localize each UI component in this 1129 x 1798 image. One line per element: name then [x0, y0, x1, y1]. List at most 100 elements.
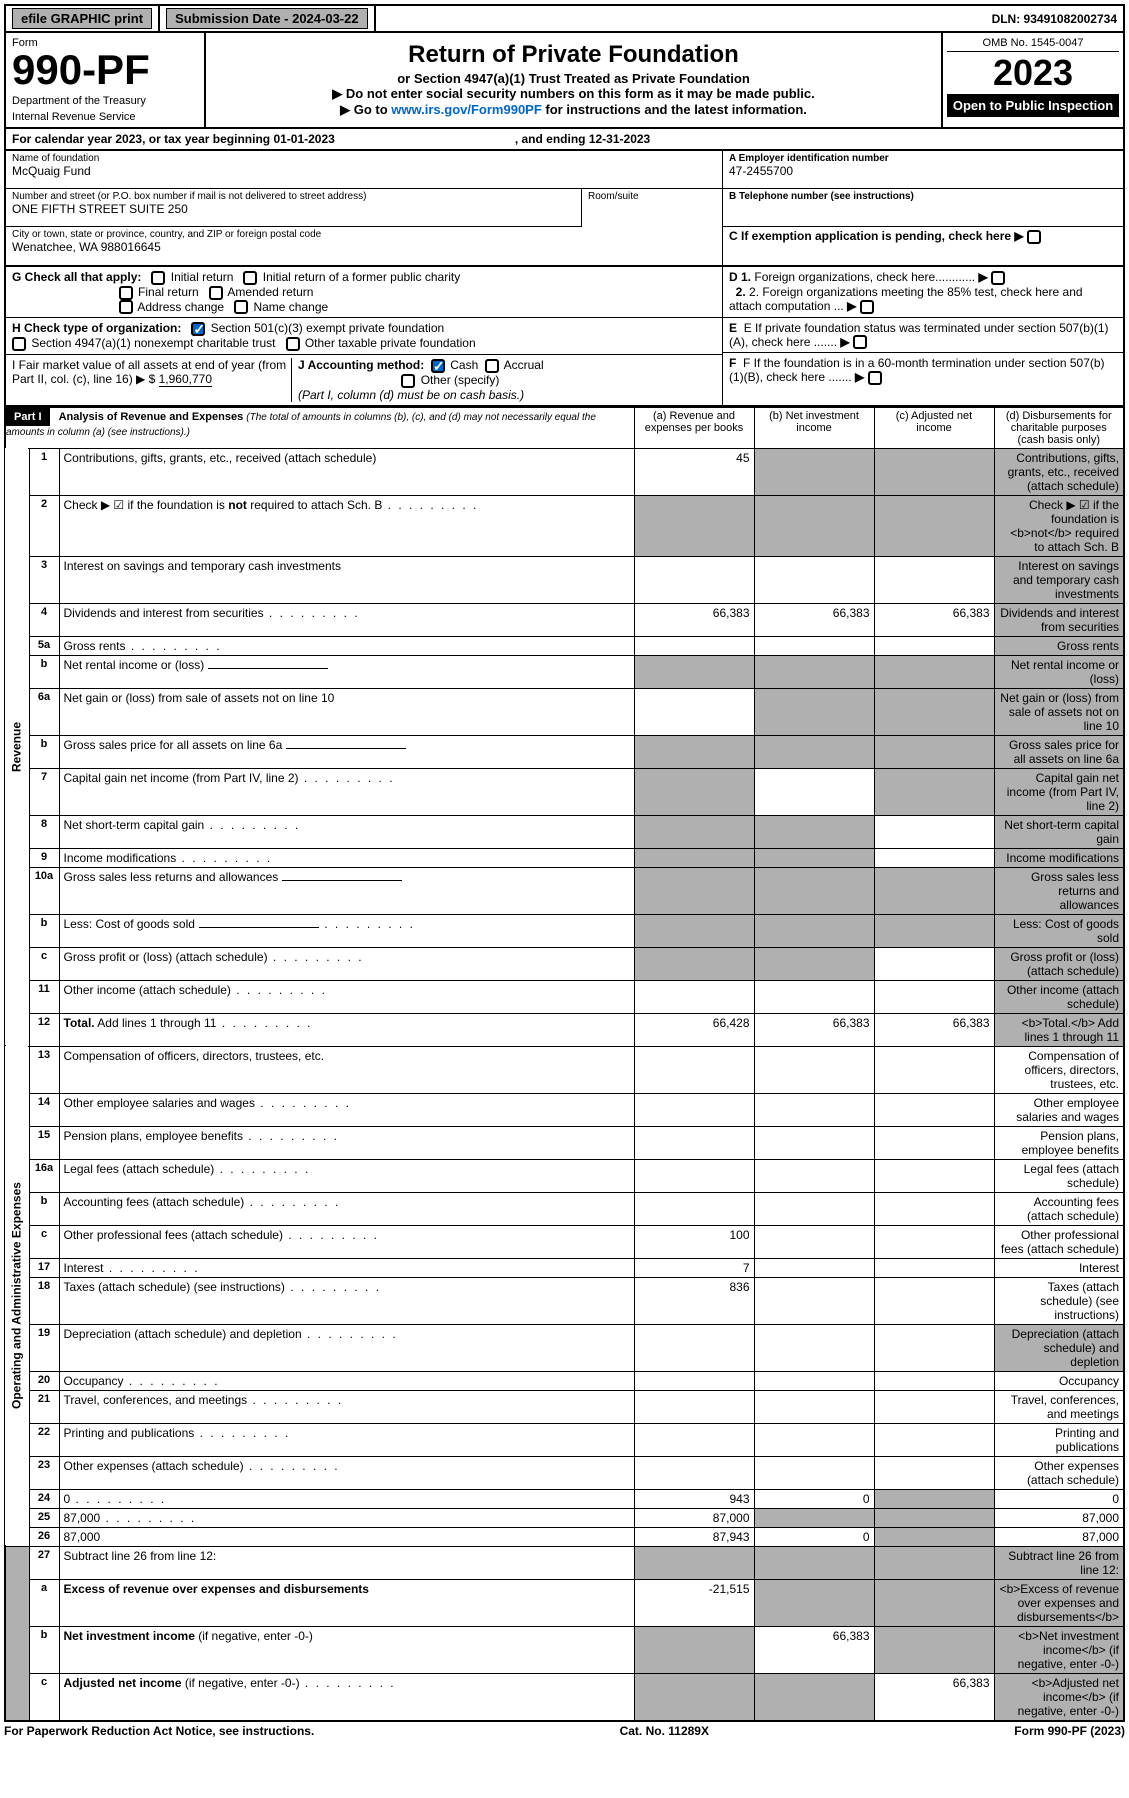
amount-cell [634, 914, 754, 947]
cash-checkbox[interactable] [431, 359, 445, 373]
amount-cell: Contributions, gifts, grants, etc., rece… [994, 448, 1124, 495]
foreign-org-checkbox[interactable] [991, 271, 1005, 285]
amount-cell [874, 768, 994, 815]
amount-cell [634, 735, 754, 768]
line-description: 87,000 [59, 1508, 634, 1527]
catalog-number: Cat. No. 11289X [620, 1724, 709, 1738]
accounting-method-cell: J Accounting method: Cash Accrual Other … [292, 358, 716, 402]
line-number: 3 [29, 556, 59, 603]
amount-cell [874, 815, 994, 848]
amount-cell [754, 1546, 874, 1579]
4947a1-checkbox[interactable] [12, 337, 26, 351]
amount-cell [634, 768, 754, 815]
amount-cell: 66,383 [754, 1626, 874, 1673]
amount-cell [754, 636, 874, 655]
status-terminated-checkbox[interactable] [853, 335, 867, 349]
amount-cell [754, 655, 874, 688]
amount-cell [634, 1546, 754, 1579]
part1-table: Part I Analysis of Revenue and Expenses … [4, 407, 1125, 1722]
other-taxable-checkbox[interactable] [286, 337, 300, 351]
table-row: cOther professional fees (attach schedul… [5, 1225, 1124, 1258]
amount-cell [874, 636, 994, 655]
amount-cell [874, 1225, 994, 1258]
line-number: 8 [29, 815, 59, 848]
address-change-checkbox[interactable] [119, 300, 133, 314]
line-number: 24 [29, 1489, 59, 1508]
name-label: Name of foundation [12, 153, 716, 164]
final-return-checkbox[interactable] [119, 286, 133, 300]
amount-cell: 836 [634, 1277, 754, 1324]
table-row: cAdjusted net income (if negative, enter… [5, 1673, 1124, 1721]
amount-cell: 66,383 [754, 1013, 874, 1046]
accrual-checkbox[interactable] [485, 359, 499, 373]
amount-cell: 0 [994, 1489, 1124, 1508]
table-row: aExcess of revenue over expenses and dis… [5, 1579, 1124, 1626]
line-description: 87,000 [59, 1527, 634, 1546]
line-number: b [29, 914, 59, 947]
other-method-checkbox[interactable] [401, 374, 415, 388]
amount-cell: 87,000 [994, 1527, 1124, 1546]
exemption-pending-checkbox[interactable] [1027, 230, 1041, 244]
line-number: 6a [29, 688, 59, 735]
amount-cell: <b>Net investment income</b> (if negativ… [994, 1626, 1124, 1673]
amount-cell: Compensation of officers, directors, tru… [994, 1046, 1124, 1093]
501c3-checkbox[interactable] [191, 322, 205, 336]
amount-cell: Other income (attach schedule) [994, 980, 1124, 1013]
line-number: 7 [29, 768, 59, 815]
initial-return-former-checkbox[interactable] [243, 271, 257, 285]
table-row: 5aGross rentsGross rents [5, 636, 1124, 655]
table-row: Revenue1Contributions, gifts, grants, et… [5, 448, 1124, 495]
amount-cell: 66,383 [754, 603, 874, 636]
table-row: bNet investment income (if negative, ent… [5, 1626, 1124, 1673]
line-number: 12 [29, 1013, 59, 1046]
amended-return-checkbox[interactable] [209, 286, 223, 300]
amount-cell: 87,943 [634, 1527, 754, 1546]
table-row: 16aLegal fees (attach schedule)Legal fee… [5, 1159, 1124, 1192]
table-row: 23Other expenses (attach schedule)Other … [5, 1456, 1124, 1489]
amount-cell [874, 655, 994, 688]
amount-cell [874, 1324, 994, 1371]
amount-cell [634, 655, 754, 688]
amount-cell [634, 947, 754, 980]
street-address: ONE FIFTH STREET SUITE 250 [12, 202, 575, 216]
col-c-header: (c) Adjusted net income [874, 407, 994, 448]
line-number: 9 [29, 848, 59, 867]
amount-cell [634, 980, 754, 1013]
line-description: Check ▶ ☑ if the foundation is not requi… [59, 495, 634, 556]
foreign-85-checkbox[interactable] [860, 300, 874, 314]
amount-cell [634, 1324, 754, 1371]
amount-cell [874, 914, 994, 947]
amount-cell: Net rental income or (loss) [994, 655, 1124, 688]
line-description: Gross sales less returns and allowances [59, 867, 634, 914]
table-row: 12Total. Add lines 1 through 1166,42866,… [5, 1013, 1124, 1046]
amount-cell [874, 1192, 994, 1225]
amount-cell: Other expenses (attach schedule) [994, 1456, 1124, 1489]
table-row: 7Capital gain net income (from Part IV, … [5, 768, 1124, 815]
table-row: bAccounting fees (attach schedule)Accoun… [5, 1192, 1124, 1225]
amount-cell [874, 1626, 994, 1673]
amount-cell [634, 848, 754, 867]
amount-cell: Other professional fees (attach schedule… [994, 1225, 1124, 1258]
60month-checkbox[interactable] [868, 371, 882, 385]
line-number: c [29, 947, 59, 980]
section-side-label: Operating and Administrative Expenses [5, 1046, 29, 1546]
initial-return-checkbox[interactable] [151, 271, 165, 285]
name-change-checkbox[interactable] [234, 300, 248, 314]
line-description: Net short-term capital gain [59, 815, 634, 848]
line-description: Less: Cost of goods sold [59, 914, 634, 947]
phone-label: B Telephone number (see instructions) [729, 191, 1117, 202]
table-row: 10aGross sales less returns and allowanc… [5, 867, 1124, 914]
line-description: Legal fees (attach schedule) [59, 1159, 634, 1192]
amount-cell [754, 867, 874, 914]
amount-cell: 66,383 [874, 1013, 994, 1046]
efile-print-button[interactable]: efile GRAPHIC print [12, 8, 152, 29]
amount-cell [634, 867, 754, 914]
amount-cell [754, 980, 874, 1013]
table-row: bLess: Cost of goods soldLess: Cost of g… [5, 914, 1124, 947]
section-side-label: Revenue [5, 448, 29, 1046]
amount-cell [754, 1258, 874, 1277]
col-a-header: (a) Revenue and expenses per books [634, 407, 754, 448]
line-description: Taxes (attach schedule) (see instruction… [59, 1277, 634, 1324]
amount-cell: 66,383 [874, 1673, 994, 1721]
instructions-link[interactable]: www.irs.gov/Form990PF [391, 102, 542, 117]
